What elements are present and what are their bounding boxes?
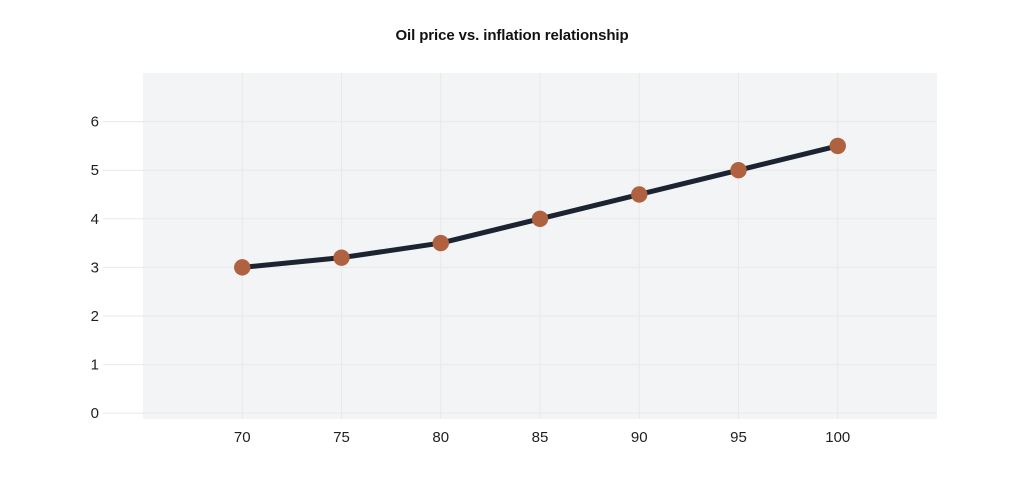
x-tick-label: 90 bbox=[631, 429, 648, 446]
x-tick-label: 95 bbox=[730, 429, 747, 446]
x-tick-label: 70 bbox=[234, 429, 251, 446]
data-point bbox=[531, 210, 549, 227]
data-point bbox=[829, 137, 846, 155]
data-point bbox=[730, 161, 747, 179]
data-point bbox=[333, 249, 350, 266]
y-tick-label: 3 bbox=[91, 259, 99, 276]
data-point bbox=[432, 234, 449, 252]
y-tick-label: 1 bbox=[91, 357, 99, 374]
y-tick-label: 4 bbox=[91, 211, 99, 228]
data-point bbox=[631, 186, 648, 203]
y-tick-label: 2 bbox=[91, 308, 99, 325]
x-tick-label: 100 bbox=[825, 429, 850, 446]
y-tick-label: 5 bbox=[91, 162, 99, 179]
chart-title: Oil price vs. inflation relationship bbox=[395, 27, 629, 44]
data-point bbox=[234, 259, 251, 276]
y-tick-label: 6 bbox=[91, 114, 99, 131]
x-tick-label: 85 bbox=[532, 429, 549, 446]
y-tick-label: 0 bbox=[91, 405, 99, 422]
x-tick-label: 80 bbox=[432, 429, 449, 446]
x-tick-label: 75 bbox=[333, 429, 350, 446]
